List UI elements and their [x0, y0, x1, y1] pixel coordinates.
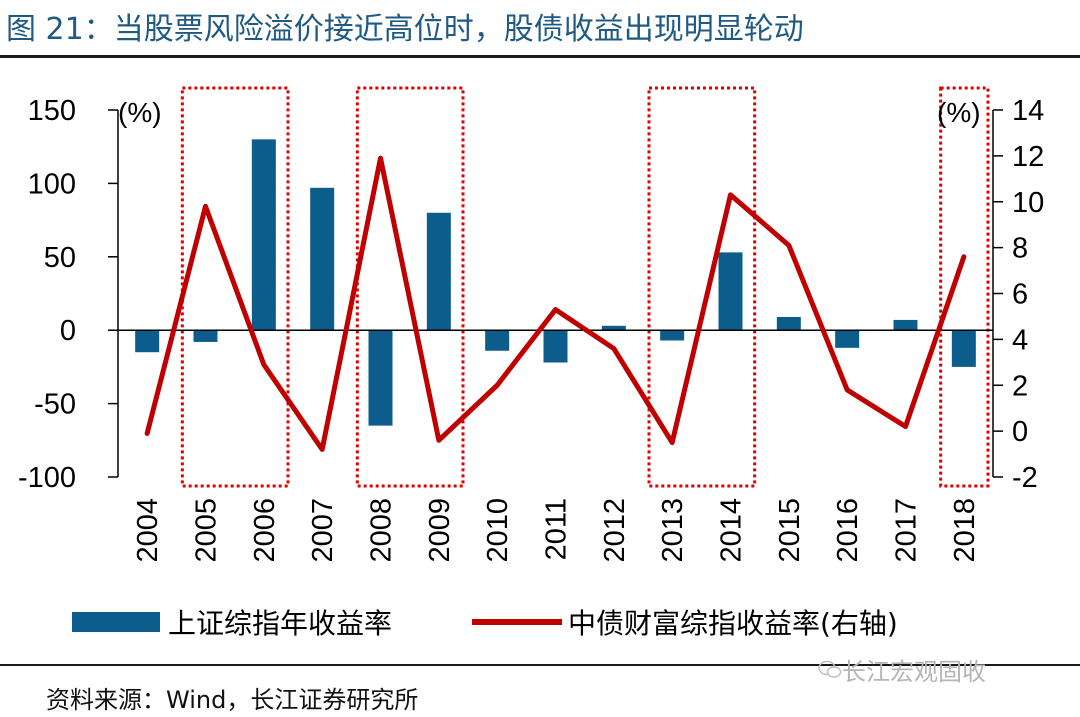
- legend-bar-swatch: [72, 612, 160, 632]
- right-tick-label: 2: [1012, 370, 1028, 402]
- bar-2007: [310, 187, 335, 331]
- bar-2012: [601, 325, 626, 331]
- bar-2011: [543, 330, 568, 363]
- bar-2006: [251, 139, 276, 331]
- right-tick-label: 14: [1012, 95, 1044, 127]
- left-tick-label: 50: [44, 242, 76, 274]
- left-tick-label: 100: [28, 168, 76, 200]
- right-axis-ticks: 14 12 10 8 6 4 2 0 -2: [993, 95, 1044, 494]
- legend: 上证综指年收益率 中债财富综指收益率(右轴): [72, 607, 898, 640]
- x-axis-labels: 2004 2005 2006 2007 2008 2009 2010 2011 2012 2013…: [132, 498, 981, 563]
- bar-series: [135, 139, 976, 426]
- x-tick-label: 2017: [891, 498, 923, 563]
- line-series: [144, 155, 967, 452]
- right-tick-label: 4: [1012, 324, 1028, 356]
- bar-2017: [893, 319, 918, 331]
- right-tick-label: 0: [1012, 416, 1028, 448]
- title-divider: [0, 55, 1080, 58]
- bar-2016: [835, 330, 860, 348]
- watermark: 长江宏观固收: [842, 658, 986, 686]
- wechat-icon: [818, 660, 842, 678]
- bar-2005: [193, 330, 218, 342]
- bar-2008: [368, 330, 393, 426]
- x-tick-label: 2013: [657, 498, 689, 563]
- x-tick-label: 2011: [541, 498, 573, 560]
- x-tick-label: 2007: [307, 498, 339, 563]
- highlight-box: [939, 86, 990, 488]
- footer-divider: [0, 664, 1080, 666]
- x-tick-label: 2008: [366, 498, 398, 563]
- legend-line-label: 中债财富综指收益率(右轴): [568, 607, 898, 640]
- left-axis-unit: (%): [118, 97, 162, 128]
- right-tick-label: 8: [1012, 233, 1028, 265]
- x-tick-label: 2012: [599, 498, 631, 563]
- right-tick-label: 10: [1012, 187, 1044, 219]
- left-tick-label: -100: [18, 462, 76, 494]
- right-axis-unit: (%): [937, 97, 981, 128]
- left-tick-label: 150: [28, 95, 76, 127]
- highlight-boxes: [180, 86, 990, 488]
- legend-bar-label: 上证综指年收益率: [168, 607, 392, 640]
- bar-2018: [951, 330, 976, 367]
- right-tick-label: 12: [1012, 141, 1044, 173]
- x-tick-label: 2010: [482, 498, 514, 563]
- x-tick-label: 2016: [832, 498, 864, 563]
- figure-title: 图 21：当股票风险溢价接近高位时，股债收益出现明显轮动: [6, 12, 804, 47]
- x-tick-label: 2018: [949, 498, 981, 563]
- bar-2015: [776, 316, 801, 331]
- x-tick-label: 2015: [774, 498, 806, 563]
- x-tick-label: 2004: [132, 498, 164, 563]
- right-tick-label: -2: [1012, 462, 1038, 494]
- bar-2004: [135, 330, 160, 353]
- bar-2009: [426, 212, 451, 331]
- left-tick-label: 0: [60, 315, 76, 347]
- left-axis-ticks: 150 100 50 0 -50 -100: [18, 95, 118, 494]
- x-tick-label: 2006: [249, 498, 281, 563]
- x-tick-label: 2014: [716, 498, 748, 563]
- right-tick-label: 6: [1012, 279, 1028, 311]
- bar-2014: [718, 252, 743, 331]
- bar-2013: [660, 330, 685, 341]
- x-tick-label: 2005: [191, 498, 223, 563]
- x-tick-label: 2009: [424, 498, 456, 563]
- left-tick-label: -50: [34, 389, 76, 421]
- source-note: 资料来源：Wind，长江证券研究所: [46, 686, 419, 714]
- bar-2010: [485, 330, 510, 351]
